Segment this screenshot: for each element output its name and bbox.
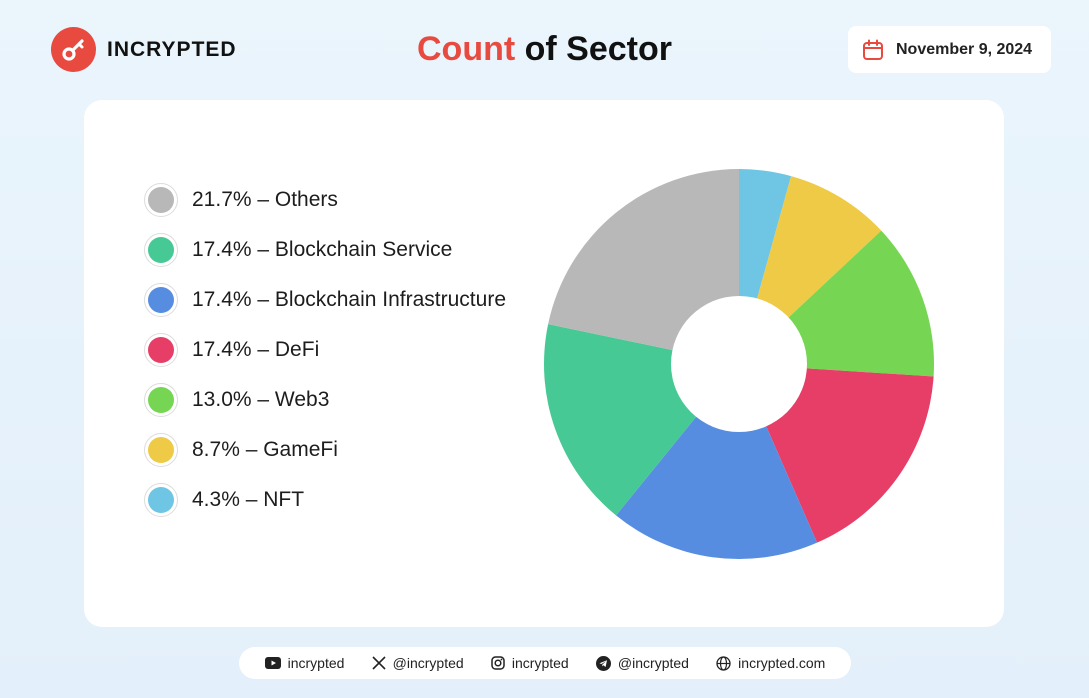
legend-swatch [148,337,174,363]
legend-item: 4.3% – NFT [144,475,506,525]
social-link-label: incrypted [511,655,569,671]
legend-swatch [148,287,174,313]
social-footer: incrypted @incrypted incrypted @incrypted in… [239,647,851,679]
social-link-label: @incrypted [617,655,689,671]
legend-label: 17.4% – Blockchain Service [192,238,453,261]
pie-slice-blockchain-infrastructure [616,364,818,559]
legend-item: 17.4% – Blockchain Infrastructure [144,275,506,325]
social-link-label: incrypted.com [738,655,826,671]
title-accent: Count [417,30,516,68]
legend-swatch [148,387,174,413]
donut-hole [671,296,807,432]
legend-swatch-ring [144,483,178,517]
calendar-icon [863,39,883,60]
legend-item: 17.4% – DeFi [144,325,506,375]
legend-swatch-ring [144,383,178,417]
legend-label: 17.4% – Blockchain Infrastructure [192,288,506,311]
legend-swatch-ring [144,283,178,317]
legend-swatch [148,237,174,263]
legend-swatch [148,437,174,463]
legend-item: 17.4% – Blockchain Service [144,225,506,275]
social-link-label: @incrypted [392,655,464,671]
page-title: Count of Sector [0,30,1089,69]
chart-card: 21.7% – Others 17.4% – Blockchain Service… [84,100,1004,627]
instagram-icon [491,656,505,670]
date-badge: November 9, 2024 [848,26,1051,73]
legend-label: 13.0% – Web3 [192,388,330,411]
title-rest: of Sector [515,30,672,68]
globe-icon [716,655,731,671]
social-link-label: incrypted [287,655,345,671]
donut-chart [544,169,934,559]
social-link-globe[interactable]: incrypted.com [716,655,825,671]
legend-swatch-ring [144,333,178,367]
legend-label: 8.7% – GameFi [192,438,338,461]
date-text: November 9, 2024 [896,40,1033,58]
legend-swatch-ring [144,433,178,467]
legend-item: 13.0% – Web3 [144,375,506,425]
telegram-icon [595,655,611,671]
pie-slice-others [548,169,739,364]
legend-label: 21.7% – Others [192,188,338,211]
legend-swatch-ring [144,233,178,267]
legend-label: 17.4% – DeFi [192,338,320,361]
key-icon [51,27,96,72]
chart-legend: 21.7% – Others 17.4% – Blockchain Service… [144,175,506,525]
social-link-youtube[interactable]: incrypted [264,655,345,671]
legend-swatch [148,487,174,513]
x-icon [372,656,386,670]
social-link-x[interactable]: @incrypted [372,655,464,671]
legend-swatch-ring [144,183,178,217]
social-link-telegram[interactable]: @incrypted [595,655,689,671]
brand-logo[interactable]: INCRYPTED [51,27,237,72]
legend-item: 21.7% – Others [144,175,506,225]
legend-swatch [148,187,174,213]
legend-item: 8.7% – GameFi [144,425,506,475]
youtube-icon [264,657,281,669]
legend-label: 4.3% – NFT [192,488,305,511]
social-link-instagram[interactable]: incrypted [491,655,569,671]
brand-name: INCRYPTED [107,37,237,61]
